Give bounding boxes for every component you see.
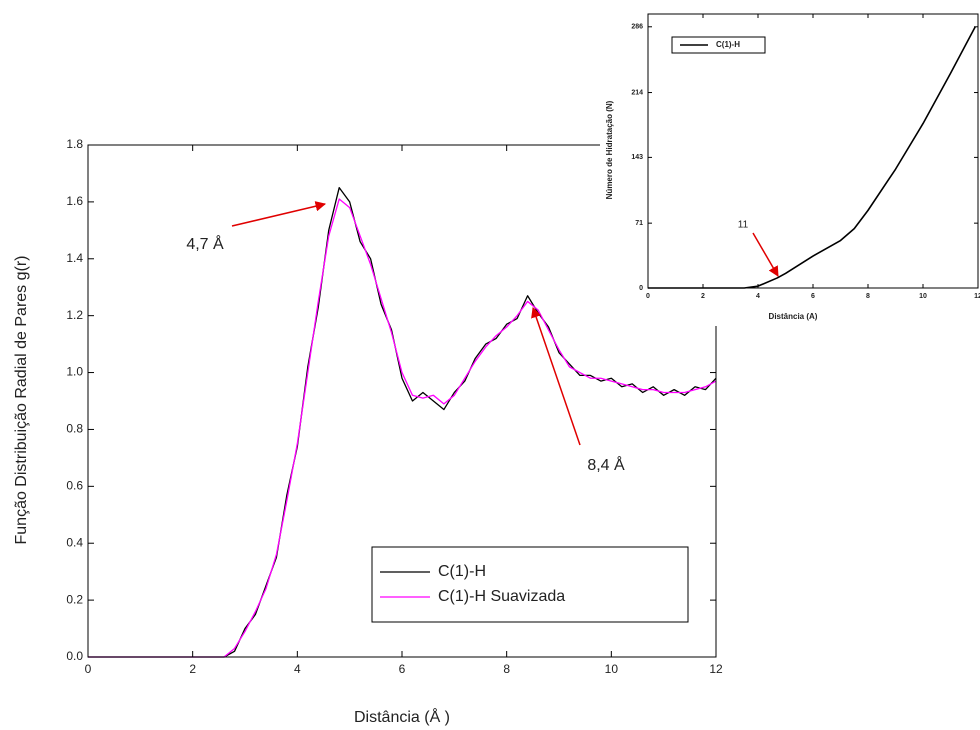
annotation: 11 (738, 220, 749, 231)
y-tick-label: 1.4 (66, 251, 83, 265)
x-tick-label: 0 (646, 293, 650, 300)
y-tick-label: 286 (631, 24, 643, 31)
y-tick-label: 0.8 (66, 422, 83, 436)
y-tick-label: 71 (635, 220, 643, 227)
x-axis-label: Distância (A) (769, 312, 818, 321)
x-tick-label: 10 (919, 293, 927, 300)
x-tick-label: 12 (709, 662, 723, 676)
x-tick-label: 4 (756, 293, 760, 300)
annotation-arrow (752, 232, 779, 277)
y-tick-label: 214 (631, 89, 643, 96)
x-tick-label: 0 (85, 662, 92, 676)
y-tick-label: 0.2 (66, 592, 83, 606)
y-axis-label: Função Distribuição Radial de Pares g(r) (13, 255, 30, 544)
y-axis-label: Número de Hidratação (N) (605, 100, 614, 199)
y-tick-label: 143 (631, 154, 643, 161)
x-tick-label: 6 (811, 293, 815, 300)
x-tick-label: 10 (605, 662, 619, 676)
annotation: 8,4 Å (587, 455, 625, 474)
y-tick-label: 1.0 (66, 365, 83, 379)
annotation: 4,7 Å (186, 234, 224, 253)
x-tick-label: 12 (974, 293, 980, 300)
y-tick-label: 0.6 (66, 479, 83, 493)
legend-label: C(1)-H (438, 563, 486, 580)
y-tick-label: 1.2 (66, 308, 83, 322)
legend-box (371, 546, 689, 623)
x-tick-label: 2 (189, 662, 196, 676)
y-tick-label: 0.0 (66, 649, 83, 663)
legend-label: C(1)-H (716, 40, 740, 49)
x-tick-label: 6 (399, 662, 406, 676)
x-tick-label: 2 (701, 293, 705, 300)
x-tick-label: 8 (503, 662, 510, 676)
inset-background (600, 0, 980, 326)
y-tick-label: 1.8 (66, 137, 83, 151)
legend-label: C(1)-H Suavizada (438, 588, 565, 605)
annotation-arrow (531, 307, 581, 446)
annotation-arrow (231, 201, 327, 227)
legend-box (671, 36, 766, 54)
y-tick-label: 0 (639, 285, 643, 292)
y-tick-label: 1.6 (66, 194, 83, 208)
x-tick-label: 4 (294, 662, 301, 676)
y-tick-label: 0.4 (66, 535, 83, 549)
x-axis-label: Distância (Å ) (354, 707, 450, 726)
x-tick-label: 8 (866, 293, 870, 300)
